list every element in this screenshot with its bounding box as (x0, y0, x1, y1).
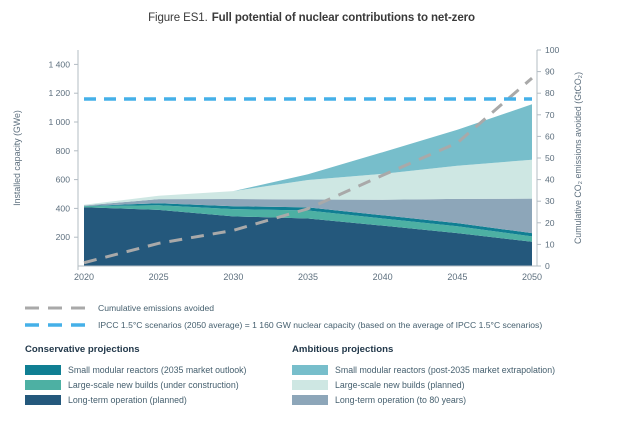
right-tick-label: 40 (545, 175, 555, 185)
right-tick-label: 0 (545, 261, 550, 271)
right-tick-label: 10 (545, 239, 555, 249)
right-tick-label: 100 (545, 45, 560, 55)
legend-swatch (292, 364, 328, 375)
legend-item: Small modular reactors (2035 market outl… (25, 362, 246, 377)
legend-item: Long-term operation (planned) (25, 392, 246, 407)
line-legend-item: Cumulative emissions avoided (25, 299, 542, 316)
right-tick-label: 30 (545, 196, 555, 206)
x-tick-label: 2040 (373, 272, 393, 282)
figure-title-text: Full potential of nuclear contributions … (211, 12, 475, 24)
ipcc-dash-icon (25, 322, 89, 327)
legend-group-title: Conservative projections (25, 344, 140, 355)
legend-swatch (25, 364, 61, 375)
legend-label: Large-scale new builds (under constructi… (68, 379, 239, 390)
legend-item: Long-term operation (to 80 years) (292, 392, 555, 407)
left-tick-label: 400 (56, 203, 71, 213)
line-legend-label: IPCC 1.5°C scenarios (2050 average) = 1 … (98, 319, 543, 330)
right-tick-label: 80 (545, 88, 555, 98)
line-legend-item: IPCC 1.5°C scenarios (2050 average) = 1 … (25, 316, 542, 333)
x-tick-label: 2050 (522, 272, 542, 282)
legend-swatch (25, 379, 61, 390)
area-large-scale-new-builds-planned- (84, 159, 532, 206)
legend-item: Large-scale new builds (planned) (292, 377, 555, 392)
legend-swatch (25, 394, 61, 405)
line-legend-label: Cumulative emissions avoided (98, 302, 215, 313)
right-axis-title: Cumulative CO₂ emissions avoided (GtCO₂) (573, 72, 583, 244)
left-tick-label: 1 400 (48, 59, 70, 69)
area-long-term-operation-planned- (84, 207, 532, 266)
legend-label: Long-term operation (planned) (68, 394, 187, 405)
legend-label: Long-term operation (to 80 years) (335, 394, 467, 405)
x-tick-label: 2030 (223, 272, 243, 282)
left-tick-label: 1 200 (48, 88, 70, 98)
legend-swatch (292, 394, 328, 405)
area-small-modular-reactors-post-2035-market-extrapolation- (84, 104, 532, 205)
area-long-term-operation-to-80-years- (84, 198, 532, 234)
left-tick-label: 600 (56, 175, 71, 185)
right-tick-label: 50 (545, 153, 555, 163)
legend-label: Small modular reactors (2035 market outl… (68, 364, 247, 375)
legend-item: Large-scale new builds (under constructi… (25, 377, 246, 392)
figure-label: Figure ES1. (148, 12, 208, 24)
right-tick-label: 70 (545, 110, 555, 120)
x-tick-label: 2035 (298, 272, 318, 282)
left-tick-label: 800 (56, 146, 71, 156)
legend-label: Large-scale new builds (planned) (335, 379, 465, 390)
right-tick-label: 60 (545, 131, 555, 141)
area-large-scale-new-builds-under-construction- (84, 205, 532, 242)
legend-group-ambitious: Ambitious projections Small modular react… (292, 344, 555, 407)
emissions-dash-icon (25, 306, 89, 309)
x-tick-label: 2020 (74, 272, 94, 282)
left-tick-label: 200 (56, 232, 71, 242)
legend-group-conservative: Conservative projections Small modular re… (25, 344, 246, 407)
legend-group-title: Ambitious projections (292, 344, 394, 355)
legend-swatch (292, 379, 328, 390)
right-tick-label: 20 (545, 218, 555, 228)
legend-item: Small modular reactors (post-2035 market… (292, 362, 555, 377)
left-tick-label: 1 000 (48, 117, 70, 127)
right-tick-label: 90 (545, 67, 555, 77)
line-legend: Cumulative emissions avoided IPCC 1.5°C s… (25, 299, 542, 333)
figure-title: Figure ES1. Full potential of nuclear con… (0, 12, 623, 24)
x-tick-label: 2025 (149, 272, 169, 282)
emissions-line (83, 76, 533, 265)
legend-label: Small modular reactors (post-2035 market… (335, 364, 556, 375)
x-tick-label: 2045 (447, 272, 467, 282)
left-axis-title: Installed capacity (GWe) (12, 110, 22, 206)
